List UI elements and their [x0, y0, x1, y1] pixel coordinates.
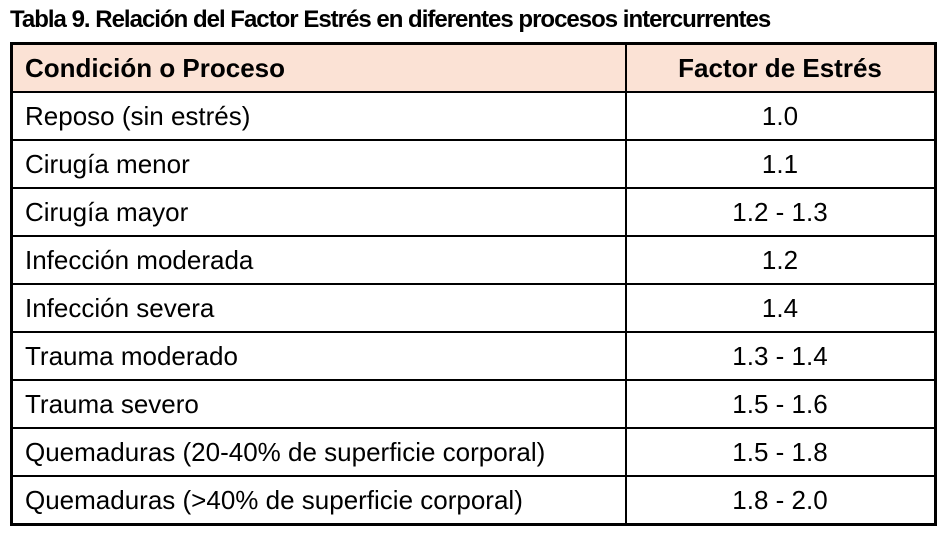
header-row: Condición o Proceso Factor de Estrés	[10, 42, 937, 93]
table-body: Reposo (sin estrés) 1.0 Cirugía menor 1.…	[10, 91, 937, 526]
factor-cell: 1.1	[625, 139, 937, 189]
stress-factor-table: Condición o Proceso Factor de Estrés Rep…	[10, 42, 937, 526]
factor-cell: 1.4	[625, 283, 937, 333]
table-row: Cirugía menor 1.1	[10, 139, 937, 189]
factor-cell: 1.0	[625, 91, 937, 141]
factor-cell: 1.8 - 2.0	[625, 475, 937, 526]
table-row: Quemaduras (>40% de superficie corporal)…	[10, 475, 937, 526]
table-title: Tabla 9. Relación del Factor Estrés en d…	[10, 6, 771, 33]
table-row: Infección severa 1.4	[10, 283, 937, 333]
table-row: Trauma moderado 1.3 - 1.4	[10, 331, 937, 381]
condition-cell: Quemaduras (>40% de superficie corporal)	[10, 475, 627, 526]
condition-cell: Cirugía menor	[10, 139, 627, 189]
condition-cell: Infección severa	[10, 283, 627, 333]
factor-cell: 1.2 - 1.3	[625, 187, 937, 237]
table-row: Quemaduras (20-40% de superficie corpora…	[10, 427, 937, 477]
condition-cell: Infección moderada	[10, 235, 627, 285]
condition-cell: Trauma moderado	[10, 331, 627, 381]
header-factor: Factor de Estrés	[625, 42, 937, 93]
factor-cell: 1.5 - 1.6	[625, 379, 937, 429]
factor-cell: 1.2	[625, 235, 937, 285]
condition-cell: Quemaduras (20-40% de superficie corpora…	[10, 427, 627, 477]
header-condition: Condición o Proceso	[10, 42, 627, 93]
condition-cell: Trauma severo	[10, 379, 627, 429]
factor-cell: 1.5 - 1.8	[625, 427, 937, 477]
table-row: Cirugía mayor 1.2 - 1.3	[10, 187, 937, 237]
table-header: Condición o Proceso Factor de Estrés	[10, 42, 937, 93]
table-row: Infección moderada 1.2	[10, 235, 937, 285]
condition-cell: Cirugía mayor	[10, 187, 627, 237]
table-row: Reposo (sin estrés) 1.0	[10, 91, 937, 141]
condition-cell: Reposo (sin estrés)	[10, 91, 627, 141]
factor-cell: 1.3 - 1.4	[625, 331, 937, 381]
table-row: Trauma severo 1.5 - 1.6	[10, 379, 937, 429]
